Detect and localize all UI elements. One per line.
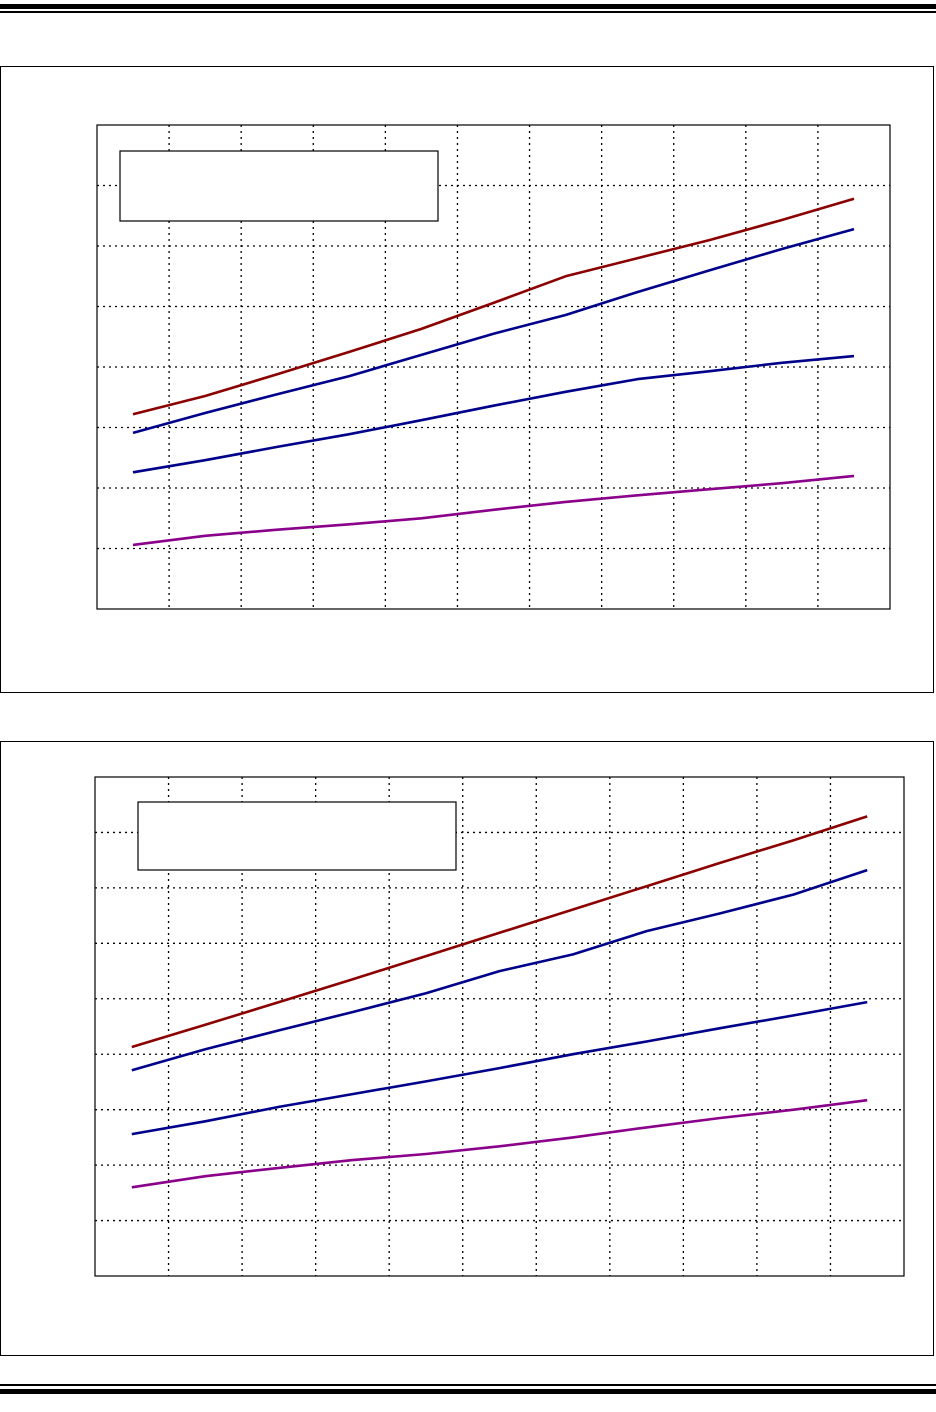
legend-box — [119, 150, 439, 222]
bottom-rule-thin — [0, 1384, 936, 1386]
series-line-4 — [131, 1098, 868, 1189]
series-line-4 — [132, 474, 855, 547]
figure-panel-1 — [0, 66, 934, 693]
plot-area-border — [96, 124, 891, 610]
series-line-2 — [131, 868, 868, 1072]
series-line-2 — [132, 227, 855, 435]
figure-panel-2 — [0, 741, 934, 1356]
series-line-1 — [131, 815, 868, 1049]
plot-area-border — [94, 776, 905, 1277]
legend-box — [137, 801, 457, 871]
series-line-1 — [132, 197, 855, 416]
top-rule-thick — [0, 4, 936, 9]
top-rule-thin — [0, 11, 936, 13]
series-line-3 — [131, 1000, 868, 1136]
series-line-3 — [132, 354, 855, 474]
bottom-rule-thick — [0, 1389, 936, 1394]
